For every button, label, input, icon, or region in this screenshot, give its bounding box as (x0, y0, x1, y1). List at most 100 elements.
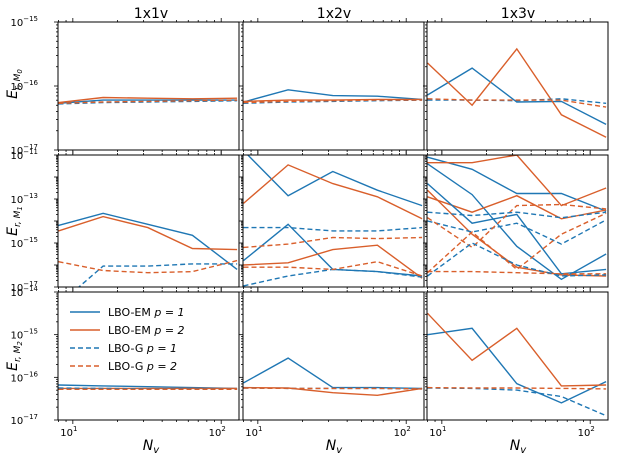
column-title-1x3v: 1x3v (501, 6, 535, 22)
series-line-lbo-g-p-2 (58, 259, 238, 274)
legend: LBO-EM p = 1 LBO-EM p = 2 LBO-G p = 1 LB… (70, 306, 185, 373)
y-tick-label: 10−16 (10, 370, 38, 384)
panel-frame (426, 291, 609, 421)
series-line-lbo-em-p-1 (58, 212, 238, 270)
series-line-lbo-em-p-1-c- (427, 183, 607, 275)
series-line-lbo-em-p-2-b- (243, 244, 423, 279)
series-group (427, 155, 607, 281)
svg-text:Er, M2: Er, M2 (5, 341, 24, 371)
xlabel-col-0: Nv (143, 438, 160, 456)
legend-label-2: LBO-G p = 1 (108, 342, 177, 355)
y-tick-label: 10−16 (10, 79, 38, 93)
series-line-lbo-g-p-2 (58, 99, 238, 104)
series-line-lbo-em-p-1 (427, 327, 607, 404)
series-line-lbo-em-p-1 (246, 155, 423, 207)
y-tick-label: 10−11 (10, 148, 38, 162)
series-line-lbo-g-p-2-b- (243, 260, 423, 277)
series-line-lbo-em-p-1 (243, 89, 423, 103)
series-group (243, 155, 423, 287)
column-title-1x2v: 1x2v (317, 6, 351, 22)
y-tick-label: 10−15 (10, 328, 38, 342)
series-line-lbo-em-p-2 (58, 96, 238, 104)
x-tick-label: 101 (429, 425, 446, 439)
ylabel-sub: r, M (13, 345, 23, 362)
series-line-lbo-em-p-2 (58, 215, 238, 251)
ylabel-row-0: Er, M0 (5, 69, 24, 99)
panel-frame (242, 21, 425, 151)
series-line-lbo-em-p-2 (243, 164, 423, 220)
panel-frame (57, 21, 240, 151)
series-line-lbo-g-p-1 (77, 263, 238, 287)
series-line-lbo-g-p-2 (243, 236, 423, 249)
column-title-1x1v: 1x1v (134, 6, 168, 22)
panel-r0-c1 (239, 18, 425, 154)
xlabel-col-1: Nv (326, 438, 343, 456)
panel-r0-c2 (423, 18, 609, 154)
series-line-lbo-em-p-2 (243, 386, 423, 397)
series-line-lbo-g-p-1-c- (427, 242, 607, 277)
series-line-lbo-g-p-2-c- (427, 212, 607, 274)
panel-r2-c2: 101 102 (423, 288, 609, 439)
ylabel-subsub: 2 (16, 341, 24, 346)
series-line-lbo-em-p-1-b- (427, 163, 607, 281)
panel-r2-c1: 101 102 (239, 288, 425, 439)
series-line-lbo-g-p-2 (243, 99, 423, 104)
legend-label-0: LBO-EM p = 1 (108, 306, 185, 319)
series-line-lbo-g-p-1 (427, 387, 607, 417)
ylabel-sub: r, M (13, 73, 23, 90)
series-group (427, 47, 607, 138)
series-line-lbo-g-p-2 (427, 386, 607, 390)
svg-text:Er, M0: Er, M0 (5, 69, 24, 99)
y-tick-label: 10−14 (10, 285, 38, 299)
ylabel-subsub: 0 (16, 69, 24, 74)
series-line-lbo-g-p-1 (243, 226, 423, 232)
series-line-lbo-em-p-1 (243, 357, 423, 390)
series-group (58, 384, 238, 390)
series-line-lbo-g-p-2 (243, 387, 423, 390)
panel-frame (426, 21, 609, 151)
y-tick-label: 10−15 (10, 236, 38, 250)
series-line-lbo-g-p-1-b- (243, 268, 423, 287)
x-tick-label: 102 (578, 425, 595, 439)
x-tick-label: 101 (245, 425, 262, 439)
series-line-lbo-g-p-2 (427, 203, 607, 249)
panel-r1-c1 (239, 151, 425, 291)
series-line-lbo-em-p-2 (427, 155, 607, 207)
x-tick-label: 101 (60, 425, 77, 439)
ylabel-main: E (5, 227, 21, 236)
y-tick-label: 10−17 (10, 413, 38, 427)
series-line-lbo-em-p-2-b- (427, 194, 607, 220)
series-line-lbo-em-p-2 (427, 47, 607, 138)
legend-label-1: LBO-EM p = 2 (108, 324, 185, 337)
legend-label-3: LBO-G p = 2 (108, 360, 177, 373)
ylabel-sub: r, M (13, 210, 23, 227)
series-line-lbo-g-p-2-b- (427, 270, 607, 275)
series-line-lbo-em-p-1 (427, 67, 607, 126)
series-group (243, 357, 423, 397)
series-line-lbo-g-p-2 (427, 98, 607, 108)
series-line-lbo-em-p-2 (427, 312, 607, 387)
series-line-lbo-g-p-1 (427, 219, 607, 245)
x-tick-label: 102 (209, 425, 226, 439)
series-group (243, 89, 423, 104)
y-tick-label: 10−13 (10, 192, 38, 206)
ylabel-subsub: 1 (16, 206, 24, 210)
panel-frame (242, 291, 425, 421)
ylabel-main: E (5, 362, 21, 371)
ylabel-row-1: Er, M1 (5, 206, 24, 236)
ylabel-row-2: Er, M2 (5, 341, 24, 371)
panel-frame (57, 291, 240, 421)
y-tick-label: 10−15 (10, 15, 38, 29)
xlabel-col-2: Nv (510, 438, 527, 456)
series-group (427, 312, 607, 417)
svg-text:Er, M1: Er, M1 (5, 206, 24, 236)
ylabel-main: E (5, 90, 21, 99)
x-tick-label: 102 (394, 425, 411, 439)
series-line-lbo-em-p-1 (427, 156, 607, 212)
series-group (58, 96, 238, 105)
series-line-lbo-g-p-1-b- (427, 211, 607, 219)
